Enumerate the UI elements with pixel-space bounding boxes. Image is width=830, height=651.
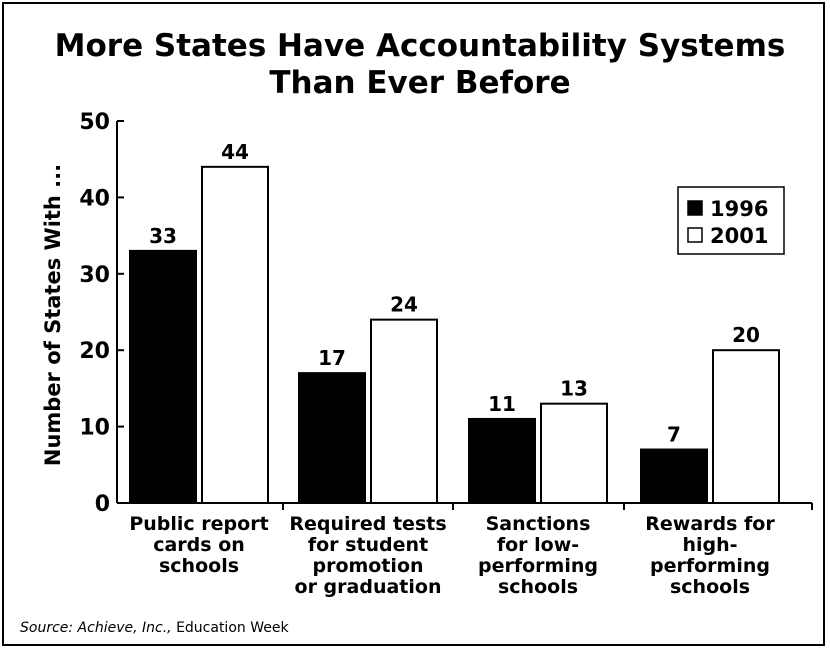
source-prefix: Source: Achieve, Inc.,	[20, 620, 176, 636]
y-tick-label-30: 30	[79, 263, 110, 288]
legend-swatch-1996	[687, 200, 703, 216]
value-label-public-report-2001: 44	[221, 140, 249, 164]
legend-label-1996: 1996	[710, 197, 768, 221]
category-label-rewards-for-line-3: performing	[650, 555, 770, 577]
y-axis-label: Number of States With ...	[41, 164, 65, 466]
category-label-required-tests-line-4: or graduation	[295, 576, 442, 598]
category-label-sanctions-line-3: performing	[478, 555, 598, 577]
y-tick-label-50: 50	[79, 110, 110, 135]
category-label-required-tests-line-2: for student	[308, 534, 428, 556]
chart-title-line-2: Than Ever Before	[269, 65, 570, 101]
bar-sanctions-2001	[540, 402, 608, 504]
y-tick-label-40: 40	[79, 186, 110, 211]
bar-sanctions-1996	[468, 417, 536, 504]
value-label-sanctions-2001: 13	[560, 377, 588, 401]
y-tick-label-10: 10	[79, 416, 110, 441]
category-label-required-tests-line-1: Required tests	[289, 513, 446, 535]
category-label-sanctions-line-2: for low-	[497, 534, 579, 556]
category-label-sanctions-line-4: schools	[498, 576, 578, 598]
value-label-rewards-for-2001: 20	[732, 323, 760, 347]
y-tick-label-20: 20	[79, 339, 110, 364]
legend-box	[677, 186, 785, 255]
category-label-public-report-line-1: Public report	[129, 513, 268, 535]
legend: 1996 2001	[677, 186, 785, 255]
bar-public-report-2001	[201, 165, 269, 504]
source-publication: Education Week	[176, 620, 289, 636]
value-label-sanctions-1996: 11	[488, 392, 516, 416]
category-label-rewards-for-line-4: schools	[670, 576, 750, 598]
value-label-required-tests-2001: 24	[390, 293, 418, 317]
legend-swatch-2001	[687, 227, 703, 243]
value-label-rewards-for-1996: 7	[667, 423, 681, 447]
category-label-rewards-for-line-2: high-	[682, 534, 737, 556]
category-label-rewards-for-line-1: Rewards for	[645, 513, 775, 535]
bar-public-report-1996	[129, 249, 197, 504]
chart-title-line-1: More States Have Accountability Systems	[55, 28, 786, 64]
category-label-required-tests-line-3: promotion	[312, 555, 423, 577]
source-note: Source: Achieve, Inc., Education Week	[20, 620, 289, 636]
bar-rewards-for-1996	[640, 448, 708, 504]
bar-required-tests-2001	[370, 318, 438, 505]
bar-required-tests-1996	[298, 372, 366, 504]
value-label-required-tests-1996: 17	[318, 346, 346, 370]
category-label-sanctions-line-1: Sanctions	[486, 513, 591, 535]
category-label-public-report-line-3: schools	[159, 555, 239, 577]
legend-label-2001: 2001	[710, 224, 768, 248]
category-label-public-report-line-2: cards on	[153, 534, 245, 556]
y-tick-label-0: 0	[95, 492, 110, 517]
value-label-public-report-1996: 33	[149, 224, 177, 248]
bar-rewards-for-2001	[712, 349, 780, 505]
